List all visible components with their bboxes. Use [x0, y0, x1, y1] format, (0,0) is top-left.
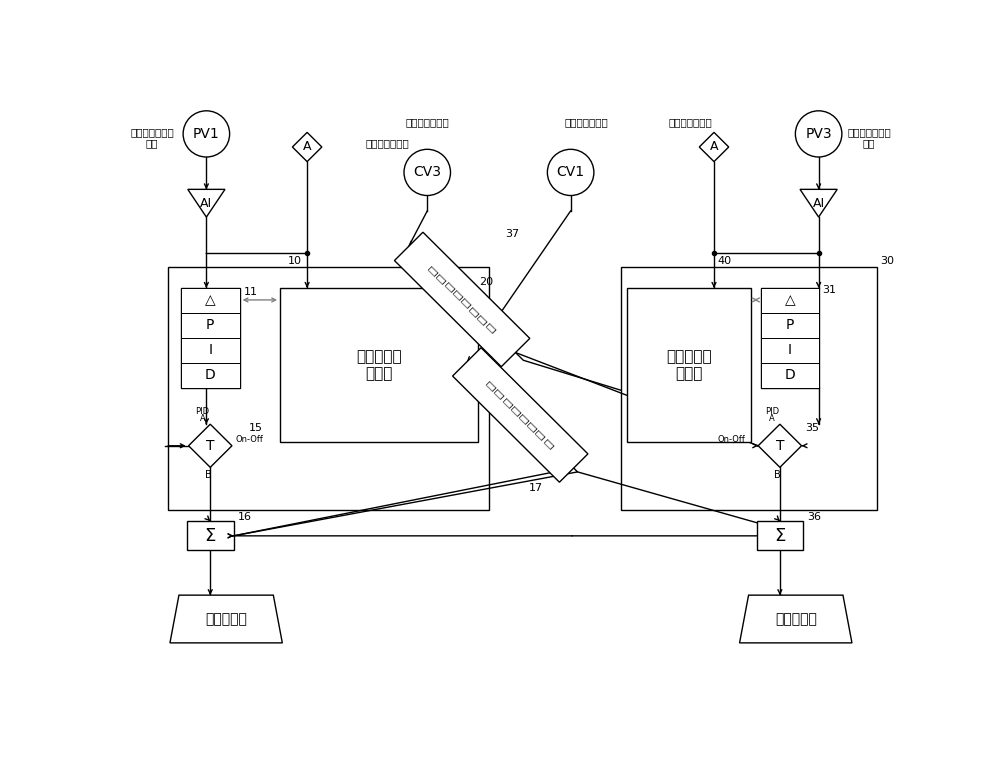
Text: PID: PID	[765, 407, 779, 417]
Text: 37: 37	[505, 229, 520, 239]
Text: On-Off: On-Off	[236, 435, 264, 444]
Bar	[627, 288, 751, 442]
Bar	[187, 521, 234, 550]
Bar	[394, 232, 530, 367]
Circle shape	[547, 150, 594, 195]
Text: 16: 16	[237, 512, 251, 522]
Text: 快回路设定信号: 快回路设定信号	[365, 138, 409, 148]
Text: 40: 40	[718, 256, 732, 266]
Text: 35: 35	[805, 423, 819, 433]
Text: PV1: PV1	[193, 127, 220, 141]
Text: A: A	[200, 414, 205, 423]
Text: 20: 20	[479, 277, 493, 287]
Circle shape	[404, 150, 450, 195]
Text: CV1: CV1	[557, 166, 585, 179]
Text: 快回路综合测量
信号: 快回路综合测量 信号	[130, 127, 174, 149]
Bar	[761, 288, 819, 388]
Polygon shape	[758, 424, 802, 467]
Bar	[453, 348, 588, 482]
Bar	[181, 363, 240, 388]
Text: △: △	[205, 294, 216, 307]
Polygon shape	[740, 595, 852, 643]
Text: B: B	[205, 470, 211, 480]
Bar	[181, 313, 240, 338]
Text: 慢回路综合测量
信号: 慢回路综合测量 信号	[847, 127, 891, 149]
Bar	[761, 313, 819, 338]
Text: P: P	[206, 318, 214, 333]
Polygon shape	[800, 189, 837, 217]
Text: 快
回
路
前
馈
控
制
器: 快 回 路 前 馈 控 制 器	[486, 381, 555, 449]
Text: 第二执行器: 第二执行器	[775, 612, 817, 626]
Text: A: A	[710, 140, 718, 153]
Text: 快回路检测
整定器: 快回路检测 整定器	[356, 349, 402, 381]
Text: AI: AI	[200, 197, 212, 210]
Text: On-Off: On-Off	[718, 435, 746, 444]
Bar	[621, 267, 877, 510]
Text: T: T	[776, 439, 784, 452]
Circle shape	[795, 111, 842, 157]
Text: 慢回路检测
整定器: 慢回路检测 整定器	[666, 349, 712, 381]
Text: T: T	[206, 439, 214, 452]
Text: D: D	[785, 369, 795, 382]
Text: Σ: Σ	[774, 526, 786, 545]
Text: 15: 15	[249, 423, 263, 433]
Circle shape	[183, 111, 230, 157]
Text: 36: 36	[807, 512, 821, 522]
Text: I: I	[788, 343, 792, 358]
Bar	[181, 288, 240, 313]
Text: P: P	[786, 318, 794, 333]
Text: D: D	[205, 369, 216, 382]
Text: A: A	[769, 414, 775, 423]
Text: I: I	[208, 343, 212, 358]
Polygon shape	[699, 132, 729, 162]
Text: B: B	[774, 470, 781, 480]
Text: 30: 30	[881, 256, 895, 266]
Bar	[168, 267, 489, 510]
Text: 慢回路设定信号: 慢回路设定信号	[669, 118, 713, 127]
Bar	[280, 288, 478, 442]
Bar	[757, 521, 803, 550]
Polygon shape	[170, 595, 282, 643]
Polygon shape	[292, 132, 322, 162]
Text: PV3: PV3	[805, 127, 832, 141]
Text: 第一执行器: 第一执行器	[205, 612, 247, 626]
Bar	[761, 288, 819, 313]
Bar	[761, 363, 819, 388]
Text: AI: AI	[813, 197, 825, 210]
Text: 31: 31	[822, 285, 836, 295]
Text: 17: 17	[529, 483, 543, 493]
Polygon shape	[189, 424, 232, 467]
Text: 10: 10	[288, 256, 302, 266]
Bar	[181, 288, 240, 388]
Text: 11: 11	[244, 287, 258, 297]
Text: △: △	[785, 294, 795, 307]
Bar	[761, 338, 819, 363]
Text: Σ: Σ	[205, 526, 216, 545]
Text: A: A	[303, 140, 311, 153]
Text: 慢回路前馈信号: 慢回路前馈信号	[405, 118, 449, 127]
Text: 慢
回
路
前
馈
控
制
器: 慢 回 路 前 馈 控 制 器	[428, 265, 497, 334]
Text: CV3: CV3	[413, 166, 441, 179]
Text: PID: PID	[195, 407, 210, 417]
Bar	[181, 338, 240, 363]
Text: 快回路前馈信号: 快回路前馈信号	[564, 118, 608, 127]
Polygon shape	[188, 189, 225, 217]
